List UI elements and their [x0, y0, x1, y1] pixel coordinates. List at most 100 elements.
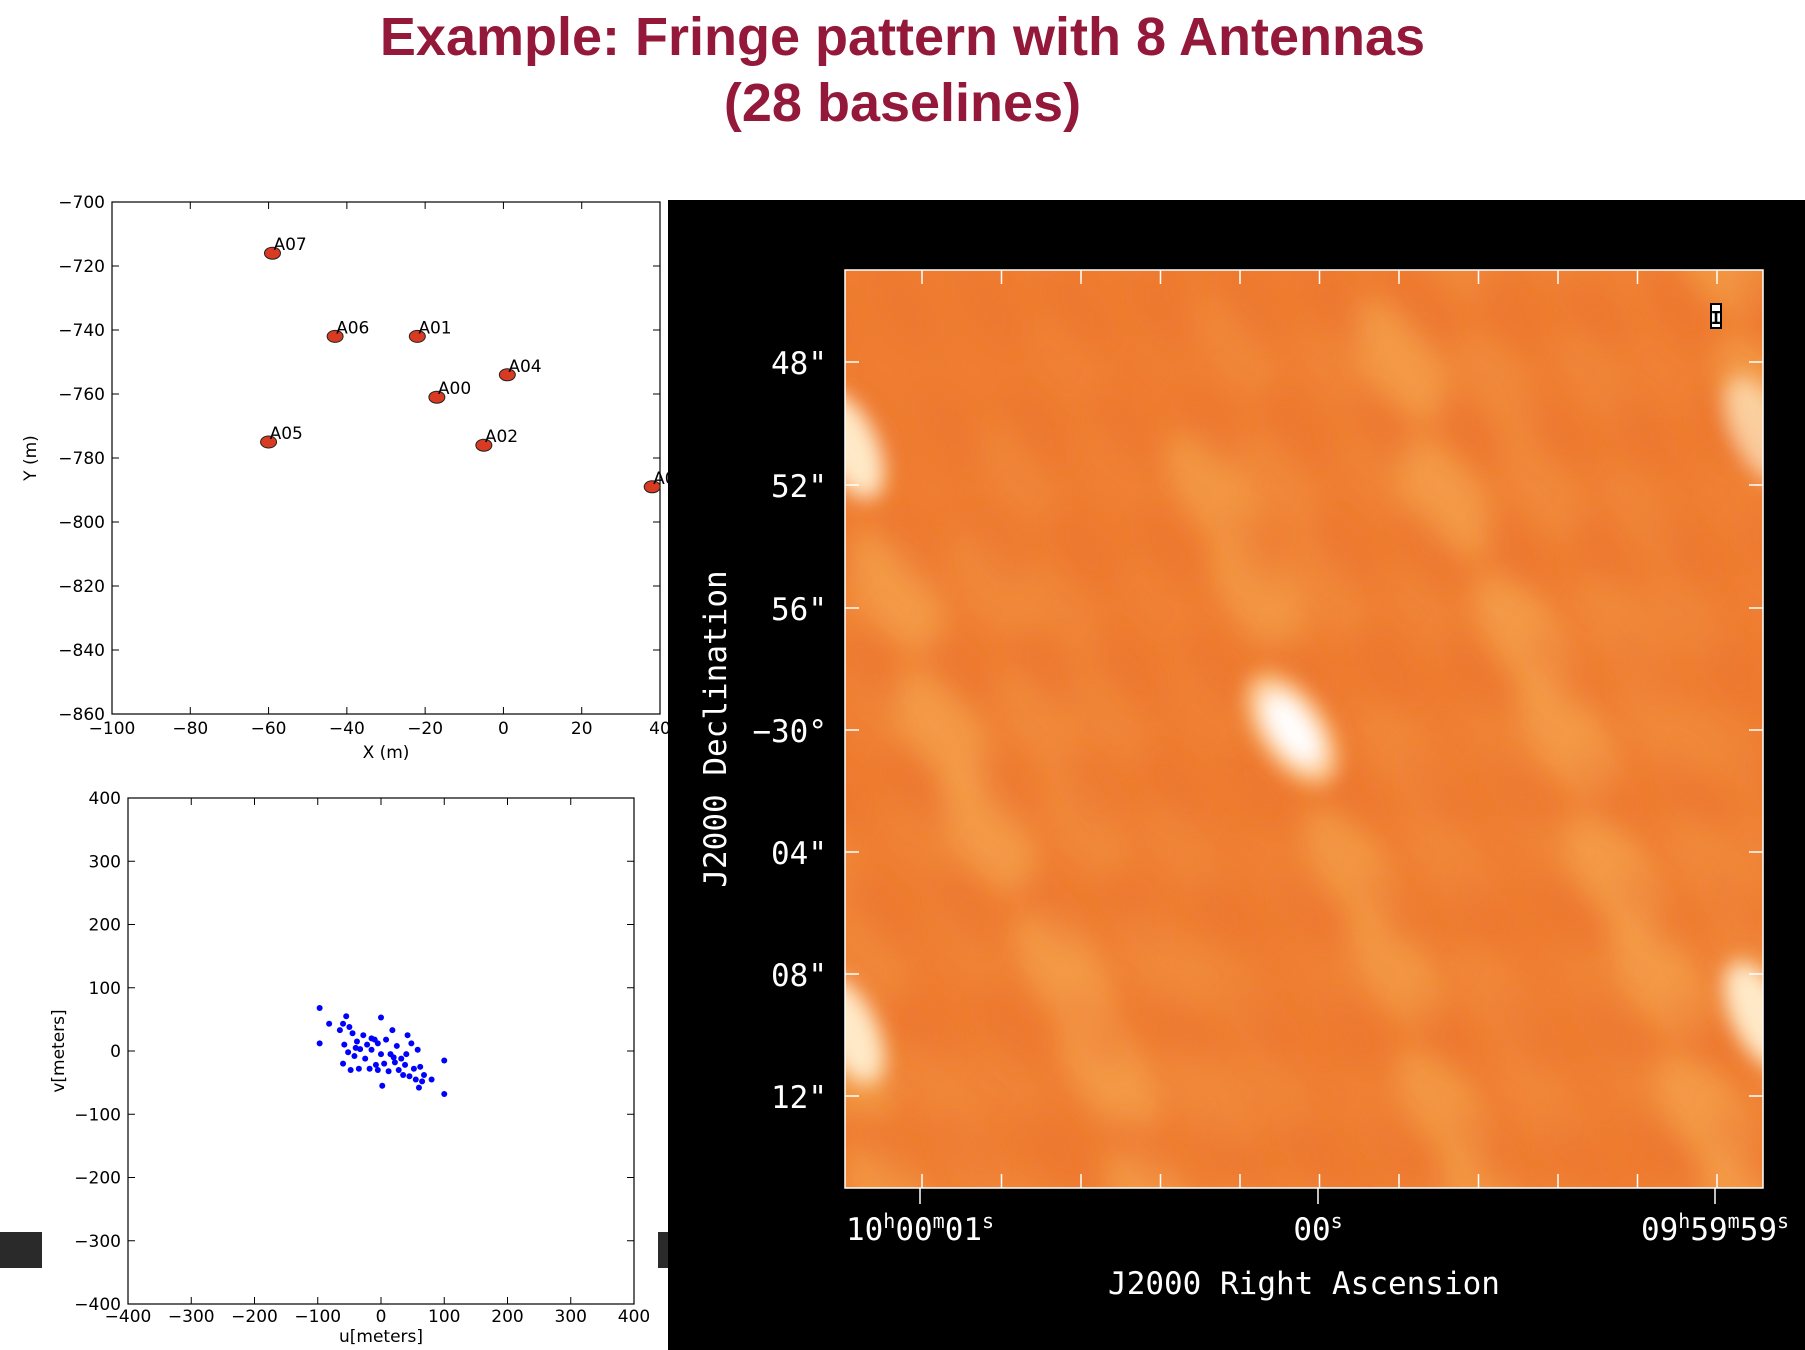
uv-point	[441, 1091, 448, 1098]
fringe-lobe	[1452, 329, 1544, 441]
y-tick-label: 300	[89, 852, 121, 872]
uv-point	[372, 1061, 379, 1068]
fringe-lobe	[846, 532, 946, 654]
fringe-lobe	[1210, 534, 1306, 652]
uv-point	[398, 1055, 405, 1062]
fringe-trough	[1275, 869, 1339, 949]
uv-point	[412, 1076, 419, 1083]
fringe-trough	[1235, 989, 1299, 1069]
x-axis-label: u[meters]	[339, 1327, 423, 1345]
fringe-trough	[1131, 270, 1195, 349]
x-tick-label: 0	[376, 1307, 387, 1327]
plot-frame	[127, 797, 635, 1305]
uv-point	[389, 1027, 396, 1034]
fringe-trough	[1263, 389, 1327, 469]
title-line-2: (28 baselines)	[723, 73, 1082, 133]
fringe-trough	[879, 509, 943, 589]
fringe-troughs	[845, 270, 1763, 1188]
ra-tick-part: 00	[1293, 1212, 1330, 1248]
uv-point	[379, 1082, 386, 1089]
uv-point	[349, 1030, 356, 1037]
dec-tick-label: 48"	[771, 346, 827, 382]
uv-point	[340, 1060, 347, 1067]
uv-point	[390, 1054, 397, 1061]
x-tick-label: 200	[491, 1307, 523, 1327]
uv-point	[419, 1078, 426, 1085]
y-tick-label: −200	[74, 1169, 121, 1189]
dec-tick-label: 12"	[771, 1080, 827, 1116]
uv-point	[406, 1073, 413, 1080]
fringe-trough	[1453, 1109, 1517, 1188]
x-tick-label: −60	[251, 719, 287, 739]
fringe-trough	[1521, 389, 1585, 469]
fringe-trough	[1401, 749, 1465, 829]
y-tick-label: −300	[74, 1232, 121, 1252]
fringe-trough	[1447, 869, 1511, 949]
uv-point	[417, 1063, 424, 1070]
dec-tick-label: 08"	[771, 958, 827, 994]
y-tick-label: −720	[58, 257, 105, 277]
fringe-trough	[845, 869, 909, 949]
edge-lobe	[1723, 961, 1763, 1069]
fringe-lobe	[948, 529, 1040, 641]
uv-point	[351, 1053, 358, 1060]
fringe-trough	[971, 749, 1035, 829]
fringe-trough	[977, 989, 1041, 1069]
uv-point	[383, 1036, 390, 1043]
fringe-lobe	[1582, 270, 1654, 310]
fringe-lobe	[1702, 1156, 1763, 1188]
fringe-trough	[1189, 869, 1253, 949]
uv-point	[364, 1041, 371, 1048]
stokes-label: I	[1711, 308, 1722, 329]
y-tick-label: 200	[89, 916, 121, 936]
uv-point	[381, 1060, 388, 1067]
antenna-label: A0	[653, 469, 668, 489]
antenna-marker	[498, 368, 516, 382]
y-tick-label: −740	[58, 321, 105, 341]
ra-tick-part: s	[982, 1209, 994, 1233]
ra-tick-part: 59	[1690, 1212, 1727, 1248]
fringe-trough	[1533, 869, 1597, 949]
fringe-trough	[1229, 749, 1293, 829]
fringe-trough	[1539, 1109, 1603, 1188]
fringe-trough	[1607, 389, 1671, 469]
fringe-lobe	[845, 900, 911, 1006]
x-axis-label: X (m)	[363, 743, 410, 763]
y-tick-label: −780	[58, 449, 105, 469]
fringe-trough	[1711, 1109, 1763, 1188]
fringe-image-panel: I48"52"56"−30°04"08"12"10h00m01s 00s 09h59…	[668, 200, 1805, 1350]
edge-lobe	[845, 976, 885, 1084]
y-tick-label: −760	[58, 385, 105, 405]
fringe-lobe	[1406, 270, 1498, 305]
y-tick-label: −860	[58, 705, 105, 725]
x-tick-label: −40	[329, 719, 365, 739]
antenna-label: A00	[438, 379, 471, 399]
fringe-trough	[919, 389, 983, 469]
fringe-lobe	[1498, 433, 1590, 545]
y-tick-label: −800	[58, 513, 105, 533]
fringe-lobe	[1620, 673, 1712, 785]
uv-point	[402, 1061, 409, 1068]
fringe-trough	[1091, 389, 1155, 469]
ra-tick-part: 09	[1641, 1212, 1678, 1248]
uv-point	[347, 1066, 354, 1073]
fringe-trough	[1023, 1109, 1087, 1188]
fringe-trough	[1561, 270, 1625, 349]
x-tick-label: −300	[168, 1307, 215, 1327]
uv-point	[404, 1032, 411, 1039]
x-tick-label: −20	[407, 719, 443, 739]
fringe-lobe	[1283, 532, 1369, 638]
antenna-marker	[428, 390, 446, 404]
fringe-lobe	[1170, 660, 1242, 750]
y-tick-label: −700	[58, 193, 105, 213]
fringe-trough	[1109, 1109, 1173, 1188]
fringe-trough	[1349, 389, 1413, 469]
edge-lobe	[845, 391, 885, 499]
x-tick-label: −100	[294, 1307, 341, 1327]
uv-point	[352, 1044, 359, 1051]
ra-tick-part: h	[883, 1209, 895, 1233]
uv-point	[316, 1040, 323, 1047]
x-tick-label: −200	[231, 1307, 278, 1327]
fringe-trough	[1527, 629, 1591, 709]
uv-coverage-chart: −400 −300 −200 −100 0 100 200 300 400 400 300 200 10…	[49, 789, 650, 1345]
